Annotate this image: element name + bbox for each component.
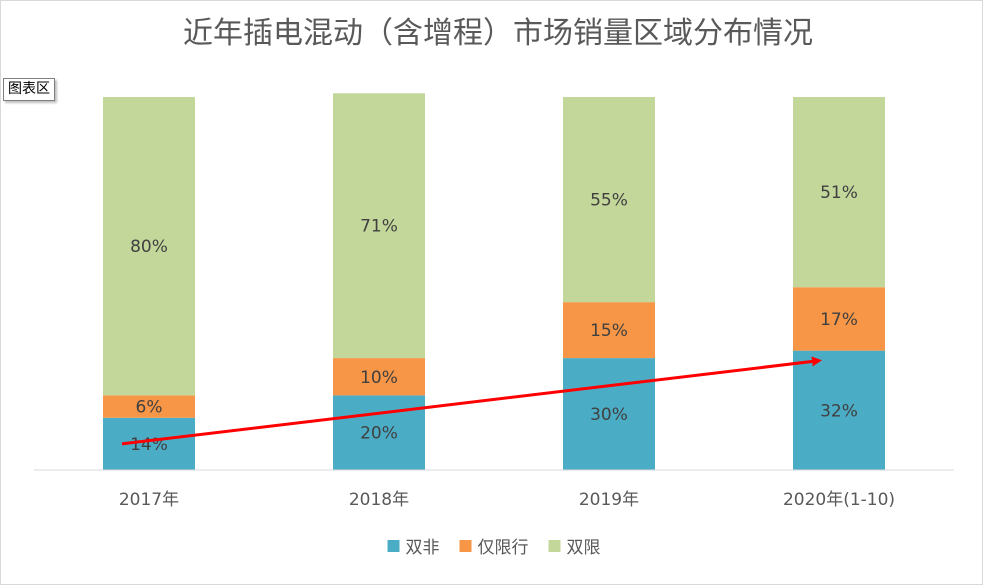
legend-swatch: [548, 540, 561, 552]
bar-segment: [103, 395, 195, 418]
data-label: 55%: [590, 191, 628, 211]
bar-segment: [563, 358, 655, 470]
data-label: 10%: [360, 368, 398, 388]
x-tick-label: 2019年: [579, 490, 639, 510]
data-label: 20%: [360, 424, 398, 444]
bar-segment: [103, 417, 195, 470]
bar-segment: [333, 358, 425, 396]
x-tick-labels: 2017年 2018年 2019年 2020年(1-10): [119, 490, 895, 510]
bar-segment: [563, 302, 655, 359]
x-tick-label: 2017年: [119, 490, 179, 510]
data-label: 32%: [820, 401, 858, 421]
data-label: 15%: [590, 321, 628, 341]
bar-segment: [333, 395, 425, 470]
data-label: 30%: [590, 405, 628, 425]
data-label: 71%: [360, 217, 398, 237]
bar-segment: [793, 287, 885, 351]
data-label: 17%: [820, 310, 858, 330]
data-label: 80%: [130, 237, 168, 257]
legend-label: 双非: [406, 538, 440, 558]
legend-swatch: [387, 540, 400, 552]
trend-arrow: [121, 356, 822, 446]
chart-title: 近年插电混动（含增程）市场销量区域分布情况: [183, 16, 813, 51]
bar-segment: [793, 97, 885, 288]
legend-label: 双限: [567, 538, 601, 558]
legend-label: 仅限行: [478, 538, 529, 558]
bar-segment: [333, 93, 425, 359]
chart-area-tooltip: 图表区: [3, 78, 55, 101]
data-label: 6%: [136, 398, 163, 418]
legend: 双非 仅限行 双限: [387, 538, 601, 558]
bar-segment: [563, 97, 655, 303]
x-tick-label: 2020年(1-10): [783, 490, 895, 510]
x-tick-label: 2018年: [349, 490, 409, 510]
data-labels-layer: 14%6%80%20%10%71%30%15%55%32%17%51%: [130, 183, 858, 455]
data-label: 51%: [820, 183, 858, 203]
bar-segment: [793, 350, 885, 470]
bar-segment: [103, 97, 195, 396]
legend-swatch: [459, 540, 472, 552]
bars-layer: [103, 93, 885, 470]
